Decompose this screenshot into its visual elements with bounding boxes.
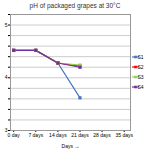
- svg-text:S4: S4: [137, 84, 143, 90]
- svg-text:21 days: 21 days: [71, 132, 89, 138]
- svg-text:S2: S2: [137, 64, 143, 70]
- svg-text:pH of packaged grapes at 30°C: pH of packaged grapes at 30°C: [30, 2, 121, 10]
- svg-text:4: 4: [5, 74, 8, 80]
- svg-text:7 days: 7 days: [28, 132, 43, 138]
- svg-text:0 day: 0 day: [8, 132, 21, 138]
- svg-text:S3: S3: [137, 74, 143, 80]
- svg-text:14 days: 14 days: [49, 132, 67, 138]
- svg-text:3: 3: [4, 127, 8, 134]
- svg-text:5: 5: [5, 22, 8, 28]
- svg-text:28 days: 28 days: [93, 132, 111, 138]
- svg-text:35 days: 35 days: [115, 132, 133, 138]
- svg-text:S1: S1: [137, 54, 143, 60]
- svg-text:Days →: Days →: [62, 143, 80, 149]
